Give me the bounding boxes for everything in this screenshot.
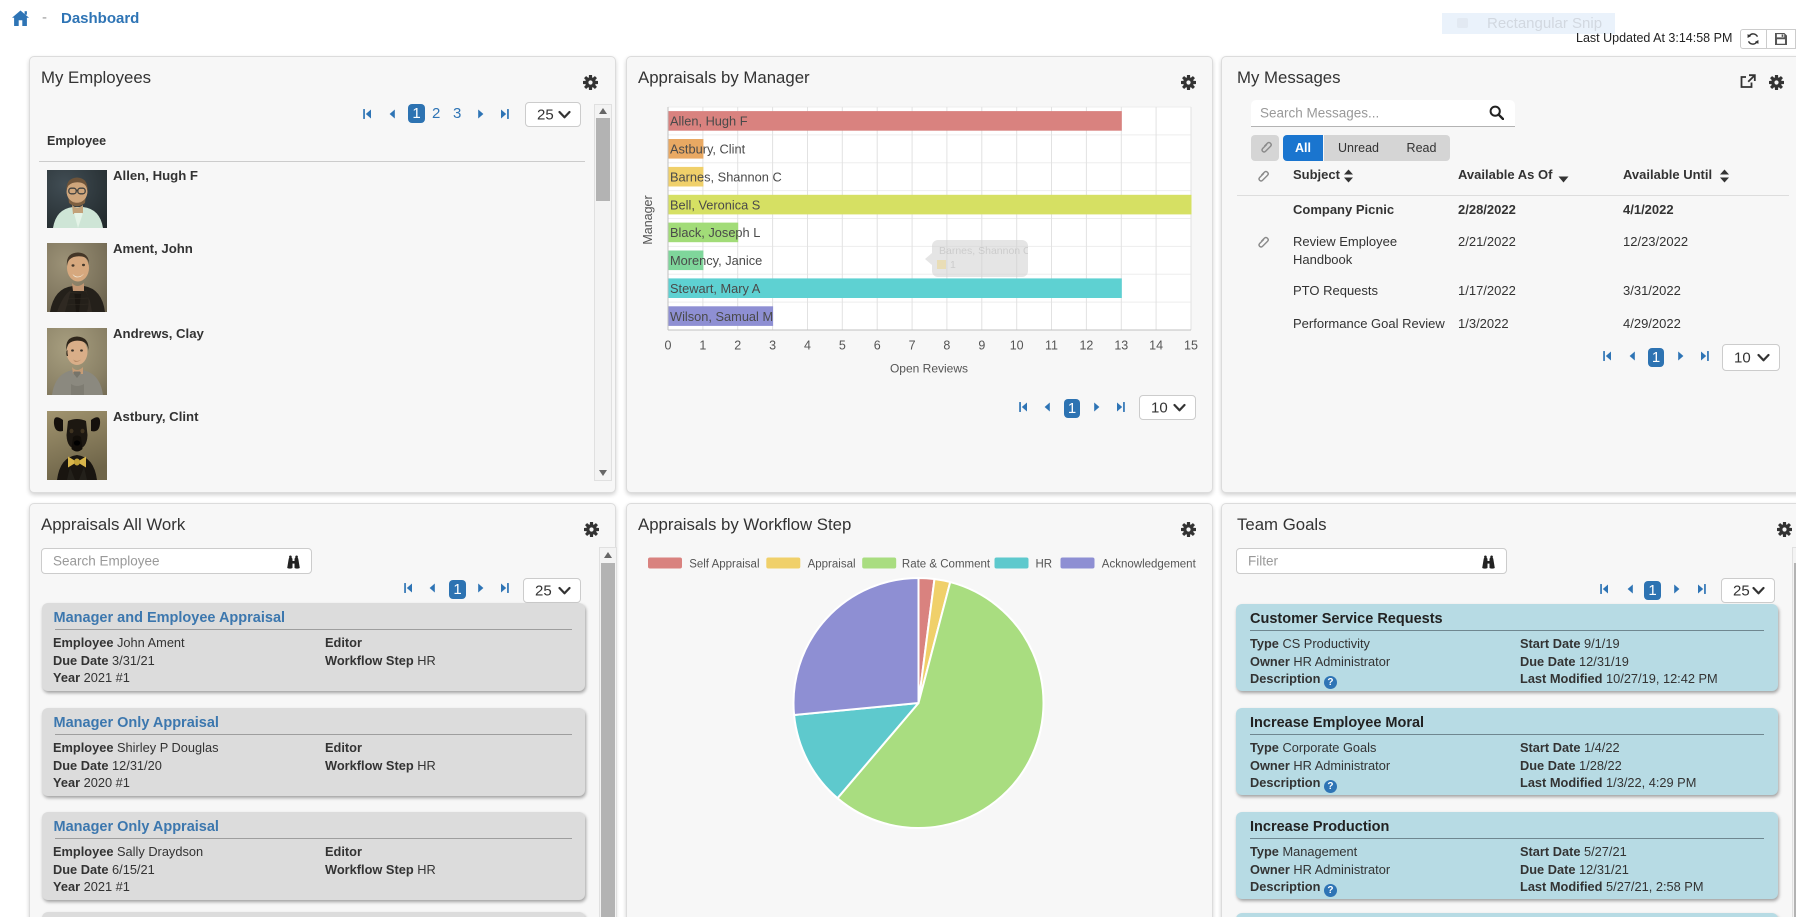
svg-text:8: 8 (943, 339, 950, 353)
svg-text:1: 1 (699, 339, 706, 353)
svg-text:Self Appraisal: Self Appraisal (689, 559, 759, 571)
svg-text:3: 3 (769, 339, 776, 353)
svg-text:5: 5 (839, 339, 846, 353)
svg-text:6: 6 (874, 339, 881, 353)
svg-text:Barnes, Shannon C: Barnes, Shannon C (670, 170, 782, 185)
svg-text:4: 4 (804, 339, 811, 353)
svg-text:HR: HR (1036, 559, 1053, 571)
svg-text:Wilson, Samual M: Wilson, Samual M (670, 309, 773, 324)
svg-text:Allen, Hugh F: Allen, Hugh F (670, 114, 748, 129)
svg-text:9: 9 (978, 339, 985, 353)
svg-text:Rate & Comment: Rate & Comment (902, 559, 991, 571)
svg-text:15: 15 (1184, 339, 1198, 353)
svg-text:14: 14 (1149, 339, 1163, 353)
svg-text:13: 13 (1114, 339, 1128, 353)
svg-text:7: 7 (909, 339, 916, 353)
svg-text:0: 0 (665, 339, 672, 353)
svg-text:Acknowledgement: Acknowledgement (1102, 559, 1197, 571)
svg-text:Bell, Veronica S: Bell, Veronica S (670, 197, 760, 212)
svg-text:Open Reviews: Open Reviews (890, 362, 968, 376)
svg-text:Stewart, Mary A: Stewart, Mary A (670, 281, 761, 296)
svg-text:Black, Joseph L: Black, Joseph L (670, 225, 760, 240)
svg-text:Morency, Janice: Morency, Janice (670, 253, 762, 268)
svg-text:Astbury, Clint: Astbury, Clint (670, 142, 746, 157)
svg-text:11: 11 (1045, 339, 1058, 353)
svg-text:12: 12 (1079, 339, 1093, 353)
svg-text:Manager: Manager (641, 195, 655, 244)
svg-text:10: 10 (1010, 339, 1024, 353)
svg-text:2: 2 (734, 339, 741, 353)
svg-text:Appraisal: Appraisal (808, 559, 856, 571)
